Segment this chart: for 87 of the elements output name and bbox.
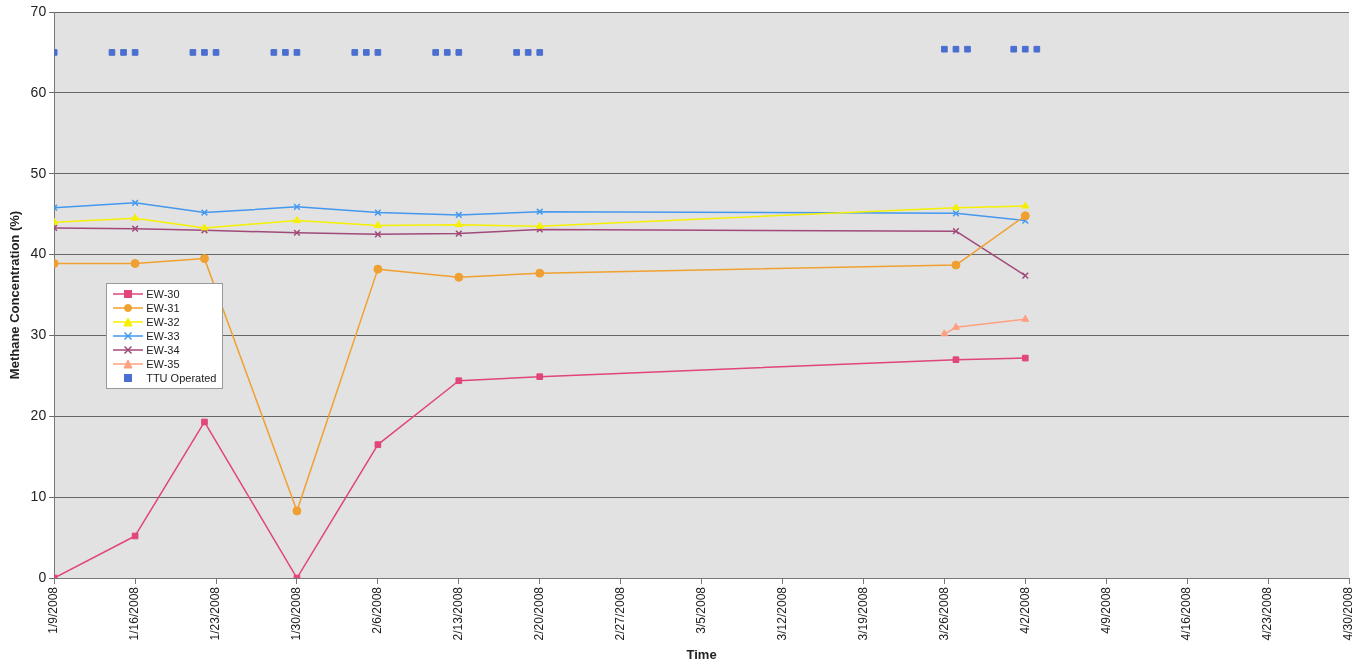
point bbox=[454, 272, 464, 282]
point bbox=[201, 418, 208, 426]
point bbox=[432, 49, 440, 56]
x-tick-label: 2/6/2008 bbox=[370, 586, 385, 634]
point bbox=[536, 49, 544, 56]
y-tick-label: 30 bbox=[30, 326, 47, 343]
x-tick-label: 1/30/2008 bbox=[289, 586, 304, 641]
point bbox=[1021, 201, 1030, 209]
legend-label: EW-32 bbox=[146, 315, 180, 328]
point bbox=[131, 49, 139, 56]
legend-label: EW-31 bbox=[146, 301, 180, 314]
y-tick-label: 20 bbox=[30, 407, 47, 424]
point bbox=[1033, 45, 1041, 53]
point bbox=[199, 254, 209, 264]
point bbox=[524, 49, 532, 56]
point bbox=[513, 49, 520, 56]
x-tick-label: 1/16/2008 bbox=[127, 586, 142, 641]
legend-label: TTU Operated bbox=[146, 371, 217, 384]
point bbox=[351, 49, 359, 56]
x-tick-label: 1/23/2008 bbox=[208, 586, 223, 641]
y-tick-label: 60 bbox=[30, 83, 47, 100]
point bbox=[362, 49, 370, 56]
legend-label: EW-33 bbox=[146, 329, 180, 342]
point bbox=[536, 373, 544, 380]
point bbox=[373, 220, 382, 228]
point bbox=[1020, 211, 1030, 221]
y-tick-label: 0 bbox=[38, 568, 47, 585]
y-tick-label: 50 bbox=[30, 164, 47, 181]
point bbox=[201, 49, 208, 56]
y-tick-label: 40 bbox=[30, 245, 47, 262]
y-tick-label: 10 bbox=[30, 488, 47, 505]
point bbox=[131, 213, 140, 221]
legend-label: EW-30 bbox=[146, 287, 180, 300]
x-tick-label: 3/12/2008 bbox=[774, 586, 789, 641]
point bbox=[373, 264, 383, 274]
point bbox=[443, 49, 451, 56]
point bbox=[270, 49, 278, 56]
x-tick-label: 4/2/2008 bbox=[1017, 586, 1032, 634]
x-tick-label: 3/5/2008 bbox=[693, 586, 708, 634]
x-tick-label: 3/19/2008 bbox=[855, 586, 870, 641]
point bbox=[1021, 45, 1029, 53]
point bbox=[293, 49, 301, 56]
point bbox=[535, 268, 545, 278]
x-tick-label: 3/26/2008 bbox=[936, 586, 951, 641]
x-tick-label: 4/30/2008 bbox=[1341, 586, 1356, 641]
point bbox=[1021, 354, 1029, 362]
point bbox=[212, 49, 220, 56]
point bbox=[200, 208, 209, 217]
point bbox=[940, 329, 949, 337]
point bbox=[282, 49, 289, 56]
x-axis-title: Time bbox=[686, 646, 717, 662]
x-tick-label: 4/9/2008 bbox=[1098, 586, 1113, 634]
x-tick-label: 2/20/2008 bbox=[532, 586, 547, 641]
point bbox=[130, 258, 140, 268]
x-tick-label: 4/23/2008 bbox=[1260, 586, 1275, 641]
point bbox=[536, 208, 544, 216]
point bbox=[964, 45, 971, 53]
point bbox=[952, 227, 960, 235]
point bbox=[131, 532, 139, 540]
point bbox=[535, 221, 544, 229]
point bbox=[951, 322, 960, 330]
point bbox=[952, 45, 960, 53]
point bbox=[374, 208, 382, 217]
point bbox=[951, 203, 960, 211]
point bbox=[455, 377, 463, 385]
point bbox=[292, 506, 302, 516]
point bbox=[951, 260, 961, 270]
legend-label: EW-34 bbox=[146, 343, 180, 356]
point bbox=[454, 220, 463, 228]
point bbox=[292, 216, 301, 224]
point bbox=[189, 49, 197, 56]
x-tick-label: 2/27/2008 bbox=[612, 586, 627, 641]
point bbox=[952, 356, 960, 364]
point bbox=[374, 49, 382, 56]
x-tick-label: 1/9/2008 bbox=[46, 586, 61, 634]
point bbox=[941, 45, 948, 53]
point bbox=[1021, 314, 1030, 322]
x-tick-label: 2/13/2008 bbox=[451, 586, 466, 641]
point bbox=[120, 49, 127, 56]
x-tick-label: 4/16/2008 bbox=[1179, 586, 1194, 641]
legend-label: EW-35 bbox=[146, 357, 180, 370]
y-tick-label: 70 bbox=[30, 2, 47, 19]
point bbox=[455, 49, 463, 56]
point bbox=[374, 441, 382, 448]
point bbox=[1010, 45, 1018, 53]
y-axis-title: Methane Concentration (%) bbox=[7, 210, 23, 380]
point bbox=[108, 49, 116, 56]
